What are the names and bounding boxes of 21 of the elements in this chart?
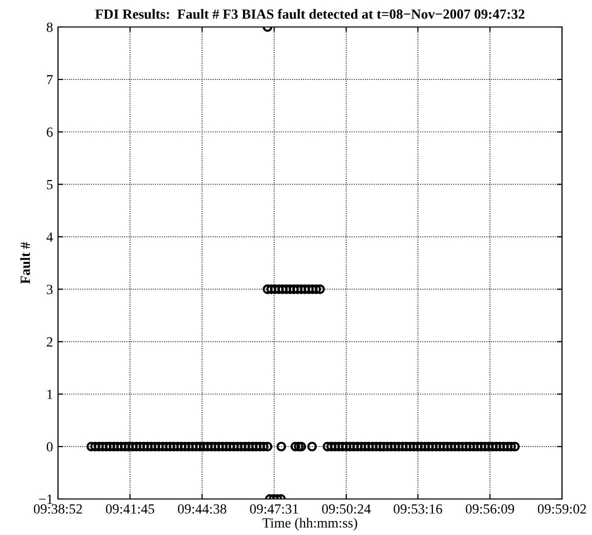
y-tick-label: 4 (46, 232, 53, 242)
x-tick-label: 09:59:02 (538, 504, 586, 514)
y-tick-label: 8 (46, 22, 53, 32)
x-tick-label: 09:53:16 (394, 504, 442, 514)
x-tick-label: 09:50:24 (322, 504, 371, 514)
chart-title: FDI Results: Fault # F3 BIAS fault detected at t=08−Nov−2007 09:47:32 (95, 8, 524, 19)
y-tick-label: 6 (46, 128, 53, 137)
y-tick-label: 0 (46, 442, 53, 452)
y-tick-label: −1 (39, 494, 52, 504)
x-tick-label: 09:47:31 (250, 504, 298, 514)
x-tick-label: 09:38:52 (34, 504, 82, 514)
x-tick-label: 09:41:45 (106, 504, 154, 514)
x-axis-title: Time (hh:mm:ss) (262, 518, 358, 530)
y-tick-label: 1 (47, 390, 52, 399)
y-tick-label: 7 (47, 75, 53, 84)
y-axis-title: Fault # (20, 242, 30, 284)
y-tick-label: 5 (47, 180, 53, 190)
x-tick-label: 09:56:09 (466, 504, 514, 514)
y-tick-label: 2 (46, 337, 52, 346)
x-tick-label: 09:44:38 (178, 504, 226, 514)
y-tick-label: 3 (46, 284, 53, 294)
